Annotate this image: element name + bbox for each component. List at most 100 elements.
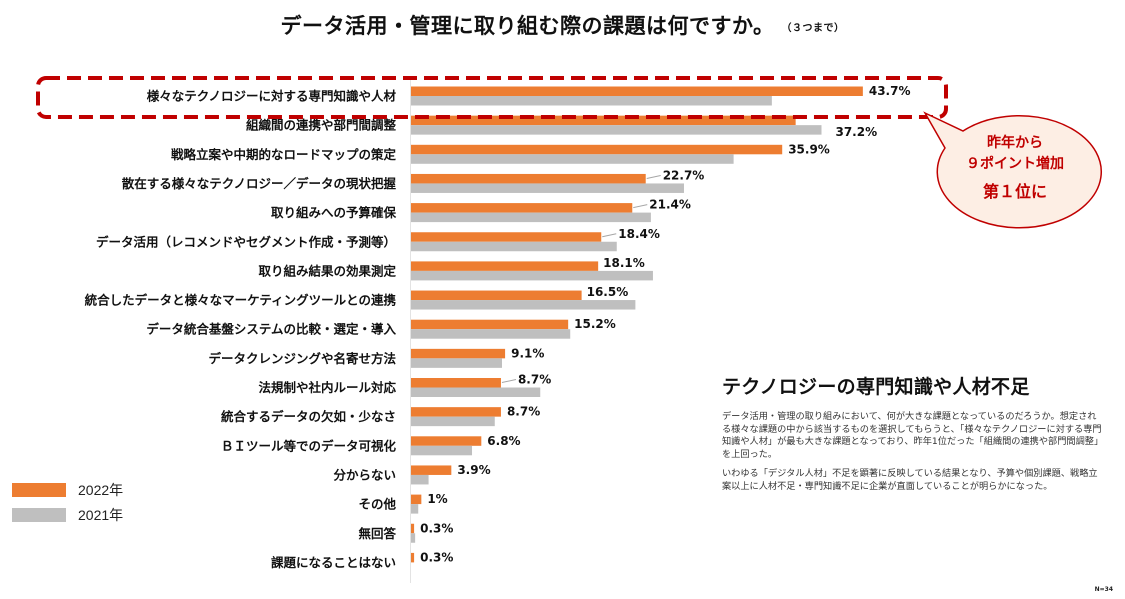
legend-label-2021: 2021年 (78, 507, 124, 523)
bar-row: データ統合基盤システムの比較・選定・導入 15.2% (146, 317, 616, 339)
legend-item-2021: 2021年 (12, 505, 123, 525)
bar-2021 (411, 358, 502, 368)
bar-2021 (411, 212, 651, 223)
bar-row: 組織間の連携や部門間調整 37.2% (246, 115, 877, 139)
legend: 2022年 2021年 (12, 480, 123, 530)
category-label: 取り組み結果の効果測定 (258, 263, 396, 278)
commentary-panel: テクノロジーの専門知識や人材不足 データ活用・管理の取り組みにおいて、何が大きな… (722, 372, 1102, 500)
legend-item-2022: 2022年 (12, 480, 123, 500)
bar-2021 (411, 445, 473, 456)
value-label: 37.2% (835, 125, 877, 139)
bar-row: 課題になることはない 0.3% (271, 550, 453, 570)
bar-row: データ活用（レコメンドやセグメント作成・予測等） 18.4% (96, 227, 660, 252)
value-label: 35.9% (788, 142, 830, 156)
bar-2022 (411, 290, 582, 301)
bar-2021 (411, 96, 772, 106)
callout-line-1: 昨年から (987, 134, 1043, 151)
bar-2022 (411, 523, 415, 534)
category-label: 取り組みへの予算確保 (271, 205, 397, 220)
sample-size-note: N=34 (1094, 586, 1113, 593)
bar-2021 (411, 241, 617, 252)
value-label: 8.7% (507, 405, 540, 419)
category-label: 組織間の連携や部門間調整 (246, 118, 397, 133)
value-label: 15.2% (574, 317, 616, 331)
value-label: 9.1% (511, 346, 544, 360)
bar-row: 法規制や社内ルール対応 8.7% (258, 373, 551, 397)
commentary-paragraph-2: いわゆる「デジタル人材」不足を顕著に反映している結果となり、予算や個別課題、戦略… (722, 468, 1098, 492)
bar-2022 (411, 494, 422, 505)
value-label: 18.1% (603, 256, 645, 270)
bar-2022 (411, 173, 646, 184)
category-label: 法規制や社内ルール対応 (258, 380, 396, 395)
bar-row: 戦略立案や中期的なロードマップの策定 35.9% (171, 142, 830, 164)
category-label: その他 (358, 497, 396, 512)
bar-2022 (411, 115, 796, 126)
bars-layer: 様々なテクノロジーに対する専門知識や人材 43.7% 組織間の連携や部門間調整 37.… (85, 84, 911, 570)
label-leader-line (633, 204, 648, 209)
callout-shape (923, 111, 1102, 229)
value-label: 6.8% (487, 434, 520, 448)
category-label: 課題になることはない (271, 555, 396, 570)
bar-2022 (411, 378, 501, 388)
bar-2022 (411, 203, 633, 213)
commentary-heading: テクノロジーの専門知識や人材不足 (722, 376, 1030, 398)
bar-2022 (411, 319, 569, 330)
bar-row: ＢＩツール等でのデータ可視化 6.8% (221, 434, 521, 456)
category-label: データ活用（レコメンドやセグメント作成・予測等） (96, 234, 396, 249)
highlight-box (36, 76, 948, 119)
commentary-paragraph-1: データ活用・管理の取り組みにおいて、何が大きな課題となっているのだろうか。想定さ… (722, 411, 1102, 460)
value-label: 0.3% (420, 550, 453, 564)
bar-row: 様々なテクノロジーに対する専門知識や人材 43.7% (147, 84, 911, 106)
legend-swatch-2022 (12, 483, 66, 497)
bar-2021 (411, 154, 734, 164)
bar-row: 統合したデータと様々なマーケティングツールとの連携 16.5% (85, 285, 636, 310)
bar-2022 (411, 407, 501, 417)
value-label: 3.9% (457, 463, 490, 477)
bar-2021 (411, 183, 684, 193)
bar-row: データクレンジングや名寄せ方法 9.1% (208, 346, 544, 368)
bar-row: 無回答 0.3% (358, 521, 453, 543)
value-label: 16.5% (587, 285, 629, 299)
bar-2021 (411, 387, 541, 397)
value-label: 43.7% (869, 84, 911, 98)
callout-line-3: 第１位に (983, 182, 1047, 201)
bar-row: 取り組み結果の効果測定 18.1% (258, 256, 653, 281)
bar-2021 (411, 270, 653, 281)
label-leader-line (501, 379, 517, 383)
category-label: 散在する様々なテクノロジー／データの現状把握 (122, 176, 397, 191)
bar-row: 取り組みへの予算確保 21.4% (271, 198, 691, 223)
callout-line-2: ９ポイント増加 (966, 155, 1064, 172)
bar-2022 (411, 261, 599, 271)
bar-2022 (411, 436, 482, 446)
bar-2022 (411, 232, 602, 242)
label-leader-line (646, 174, 661, 179)
value-label: 21.4% (649, 198, 691, 212)
bar-2021 (411, 416, 495, 427)
category-label: 戦略立案や中期的なロードマップの策定 (171, 147, 397, 162)
bar-2021 (411, 125, 822, 135)
callout-bubble: 昨年から ９ポイント増加 第１位に (923, 111, 1102, 229)
bar-2022 (411, 144, 783, 155)
category-label: データ統合基盤システムの比較・選定・導入 (146, 322, 396, 337)
category-label: データクレンジングや名寄せ方法 (208, 351, 396, 366)
value-label: 8.7% (518, 373, 551, 387)
legend-swatch-2021 (12, 508, 66, 522)
legend-label-2022: 2022年 (78, 482, 124, 498)
bar-2022 (411, 348, 506, 359)
bar-2021 (411, 474, 429, 485)
bar-row: 統合するデータの欠如・少なさ 8.7% (221, 405, 540, 427)
chart-title-note: （３つまで） (786, 23, 845, 34)
value-label: 1% (427, 492, 447, 506)
bar-2021 (411, 300, 636, 310)
value-label: 22.7% (663, 168, 705, 182)
bar-2021 (411, 329, 571, 339)
value-label: 18.4% (618, 227, 660, 241)
value-label: 0.3% (420, 521, 453, 535)
chart-title: データ活用・管理に取り組む際の課題は何ですか。 （３つまで） (0, 10, 1125, 40)
category-label: 無回答 (358, 526, 396, 541)
bar-2022 (411, 86, 863, 96)
category-label: 統合したデータと様々なマーケティングツールとの連携 (85, 293, 397, 308)
bar-2022 (411, 552, 415, 563)
category-label: 様々なテクノロジーに対する専門知識や人材 (147, 89, 397, 104)
